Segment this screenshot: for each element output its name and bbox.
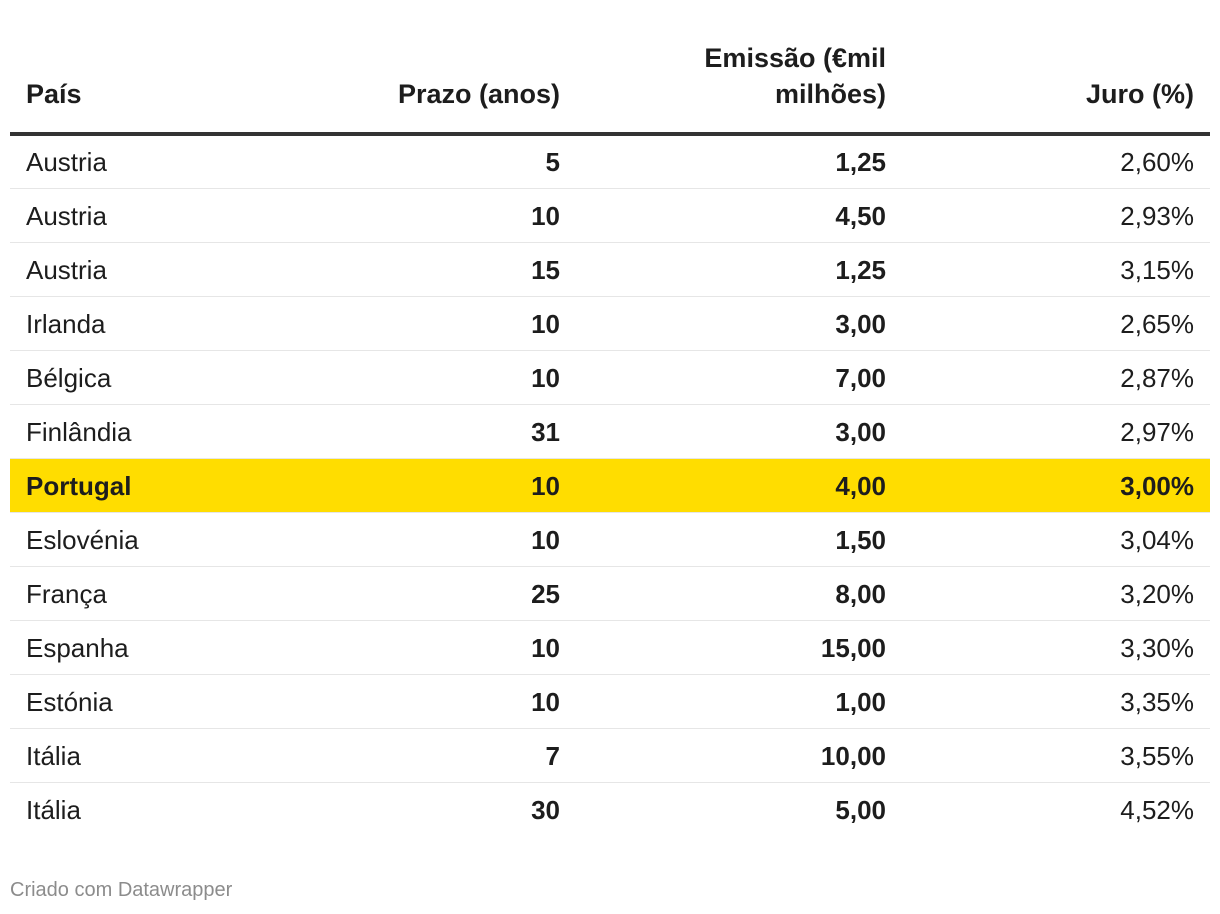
cell-rate: 4,52% bbox=[1120, 794, 1194, 825]
cell-term: 10 bbox=[190, 350, 576, 405]
cell-country: Itália bbox=[26, 794, 81, 825]
footer-credit: Criado com Datawrapper bbox=[10, 879, 233, 901]
cell-rate: 2,93% bbox=[898, 188, 1210, 243]
table-row: Itália 7 10,00 3,55% bbox=[10, 728, 1210, 783]
cell-rate: 3,04% bbox=[898, 512, 1210, 567]
cell-issuance: 4,00 bbox=[576, 458, 898, 513]
header-row: País Prazo (anos) Emissão (€mil milhões)… bbox=[10, 0, 1210, 136]
table-header: País Prazo (anos) Emissão (€mil milhões)… bbox=[10, 0, 1210, 136]
cell-rate: 2,65% bbox=[898, 296, 1210, 351]
column-header-country-label: País bbox=[26, 79, 82, 109]
cell-rate: 2,97% bbox=[898, 404, 1210, 459]
data-table-container: País Prazo (anos) Emissão (€mil milhões)… bbox=[10, 0, 1210, 837]
cell-issuance: 10,00 bbox=[576, 728, 898, 783]
cell-country: Austria bbox=[10, 134, 190, 189]
cell-term: 15 bbox=[190, 242, 576, 297]
table-row: Eslovénia 10 1,50 3,04% bbox=[10, 512, 1210, 567]
table-row: França 25 8,00 3,20% bbox=[10, 566, 1210, 621]
table-row: Bélgica 10 7,00 2,87% bbox=[10, 350, 1210, 405]
cell-rate: 3,30% bbox=[898, 620, 1210, 675]
cell-issuance: 1,00 bbox=[576, 674, 898, 729]
cell-issuance: 1,25 bbox=[576, 134, 898, 189]
column-header-issuance-line1: Emissão (€mil bbox=[704, 43, 886, 73]
cell-term: 10 bbox=[190, 458, 576, 513]
table-body: Austria 5 1,25 2,60% Austria 10 4,50 2,93% Austr… bbox=[10, 134, 1210, 837]
cell-term: 10 bbox=[190, 296, 576, 351]
table-row: Espanha 10 15,00 3,30% bbox=[10, 620, 1210, 675]
cell-issuance: 15,00 bbox=[576, 620, 898, 675]
table-row: Austria 10 4,50 2,93% bbox=[10, 188, 1210, 243]
cell-country: Irlanda bbox=[10, 296, 190, 351]
cell-term: 31 bbox=[190, 404, 576, 459]
cell-country: Austria bbox=[10, 188, 190, 243]
cell-rate: 2,60% bbox=[898, 134, 1210, 189]
cell-term: 10 bbox=[190, 620, 576, 675]
cell-country: Bélgica bbox=[10, 350, 190, 405]
cell-rate: 3,20% bbox=[898, 566, 1210, 621]
cell-rate: 2,87% bbox=[898, 350, 1210, 405]
table-row: Austria 15 1,25 3,15% bbox=[10, 242, 1210, 297]
cell-issuance: 4,50 bbox=[576, 188, 898, 243]
cell-rate: 3,15% bbox=[898, 242, 1210, 297]
column-header-country: País bbox=[10, 0, 190, 136]
cell-country: Eslovénia bbox=[10, 512, 190, 567]
cell-term: 10 bbox=[190, 674, 576, 729]
cell-issuance: 1,50 bbox=[576, 512, 898, 567]
table-row: Irlanda 10 3,00 2,65% bbox=[10, 296, 1210, 351]
column-header-term-label: Prazo (anos) bbox=[397, 79, 560, 109]
cell-term: 10 bbox=[190, 512, 576, 567]
cell-term: 10 bbox=[190, 188, 576, 243]
cell-issuance: 7,00 bbox=[576, 350, 898, 405]
cell-issuance: 5,00 bbox=[835, 794, 886, 825]
cell-country: França bbox=[10, 566, 190, 621]
column-header-issuance-line2: milhões) bbox=[774, 79, 886, 109]
cell-issuance: 8,00 bbox=[576, 566, 898, 621]
table-row: Austria 5 1,25 2,60% bbox=[10, 134, 1210, 189]
cell-term: 30 bbox=[531, 794, 560, 825]
cell-country: Austria bbox=[10, 242, 190, 297]
cell-term: 7 bbox=[190, 728, 576, 783]
cell-issuance: 3,00 bbox=[576, 296, 898, 351]
cell-issuance: 3,00 bbox=[576, 404, 898, 459]
column-header-issuance: Emissão (€mil milhões) bbox=[576, 0, 898, 136]
cell-country: Finlândia bbox=[10, 404, 190, 459]
cell-term: 25 bbox=[190, 566, 576, 621]
column-header-rate-label: Juro (%) bbox=[1086, 79, 1194, 109]
cell-country: Estónia bbox=[10, 674, 190, 729]
cell-country: Espanha bbox=[10, 620, 190, 675]
bond-issuance-table: País Prazo (anos) Emissão (€mil milhões)… bbox=[10, 0, 1210, 837]
cell-term: 5 bbox=[190, 134, 576, 189]
column-header-rate: Juro (%) bbox=[898, 0, 1210, 136]
table-row: Finlândia 31 3,00 2,97% bbox=[10, 404, 1210, 459]
cell-issuance: 1,25 bbox=[576, 242, 898, 297]
cell-rate: 3,00% bbox=[898, 458, 1210, 513]
cell-rate: 3,35% bbox=[898, 674, 1210, 729]
table-row: Itália 30 5,00 4,52% bbox=[10, 783, 1210, 837]
column-header-term: Prazo (anos) bbox=[190, 0, 576, 136]
cell-country: Portugal bbox=[10, 458, 190, 513]
table-row: Estónia 10 1,00 3,35% bbox=[10, 674, 1210, 729]
cell-rate: 3,55% bbox=[898, 728, 1210, 783]
cell-country: Itália bbox=[10, 728, 190, 783]
table-row: Portugal 10 4,00 3,00% bbox=[10, 458, 1210, 513]
